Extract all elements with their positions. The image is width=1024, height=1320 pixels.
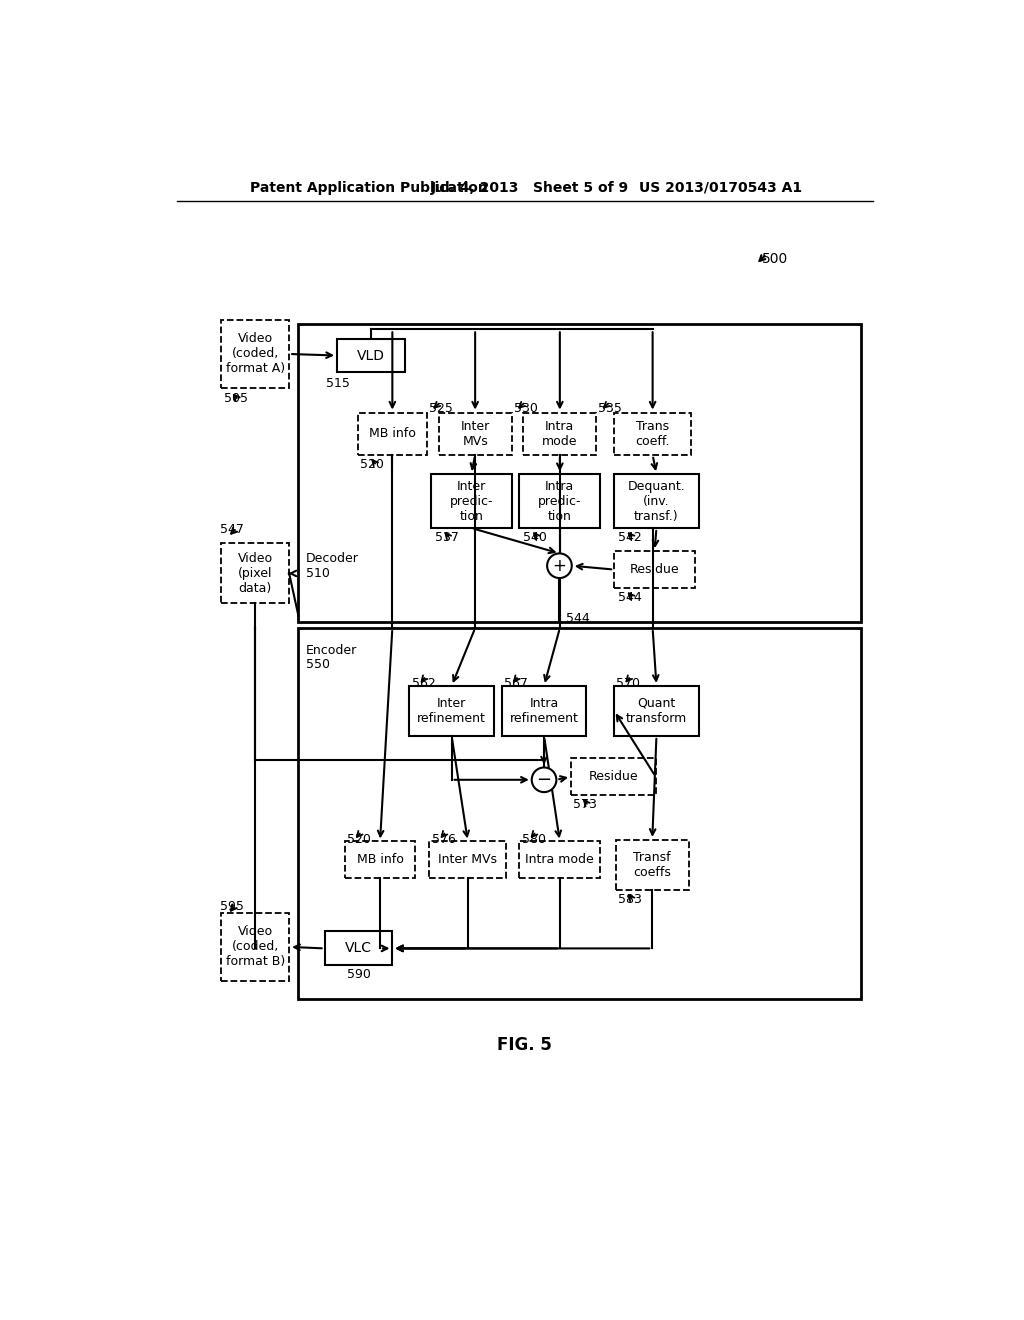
Text: Residue: Residue [589,770,638,783]
Text: Inter
refinement: Inter refinement [417,697,486,725]
Text: Intra
refinement: Intra refinement [510,697,579,725]
Bar [429,841,506,878]
Text: 590: 590 [346,968,371,981]
Text: FIG. 5: FIG. 5 [498,1036,552,1055]
Text: Jul. 4, 2013   Sheet 5 of 9: Jul. 4, 2013 Sheet 5 of 9 [431,181,629,194]
Text: 520: 520 [347,833,371,846]
Text: 544: 544 [565,611,590,624]
Text: Patent Application Publication: Patent Application Publication [250,181,487,194]
Text: 500: 500 [762,252,788,265]
Text: Inter
predic-
tion: Inter predic- tion [450,479,493,523]
Text: 576: 576 [432,833,456,846]
Text: Intra
mode: Intra mode [542,420,578,447]
Text: 567: 567 [504,677,528,690]
Text: 540: 540 [523,531,547,544]
Text: Video
(coded,
format B): Video (coded, format B) [225,925,285,969]
Text: 537: 537 [435,531,459,544]
Bar [431,474,512,528]
Text: Residue: Residue [630,564,679,576]
Bar [345,841,416,878]
Bar [523,413,596,455]
Text: 505: 505 [223,392,248,405]
Bar [221,321,289,388]
Text: US 2013/0170543 A1: US 2013/0170543 A1 [639,181,802,194]
Text: 525: 525 [429,403,453,416]
Bar [410,686,494,737]
Text: Decoder
510: Decoder 510 [306,552,359,579]
Bar [614,552,695,589]
Text: 542: 542 [617,531,642,544]
Text: Intra
predic-
tion: Intra predic- tion [538,479,582,523]
Text: 530: 530 [514,403,538,416]
Text: −: − [537,771,552,789]
Text: Encoder
550: Encoder 550 [306,644,357,672]
Text: Dequant.
(inv.
transf.): Dequant. (inv. transf.) [628,479,685,523]
Bar [502,686,587,737]
Bar [614,474,698,528]
Text: Video
(pixel
data): Video (pixel data) [238,552,272,595]
Text: 583: 583 [617,892,642,906]
Text: VLC: VLC [345,941,372,956]
Bar [438,413,512,455]
Text: 515: 515 [326,376,350,389]
Bar [357,413,427,455]
Text: 547: 547 [220,523,244,536]
Text: 535: 535 [598,403,623,416]
Text: VLD: VLD [356,348,385,363]
Text: 562: 562 [412,677,435,690]
Bar [337,339,404,372]
Bar [298,323,860,622]
Text: Transf
coeffs: Transf coeffs [633,851,671,879]
Text: Intra mode: Intra mode [525,853,594,866]
Text: Trans
coeff.: Trans coeff. [635,420,670,447]
Text: 544: 544 [617,591,642,603]
Text: +: + [553,557,566,574]
Bar [519,474,600,528]
Text: 573: 573 [573,797,597,810]
Bar [325,932,392,965]
Bar [615,840,689,890]
Bar [298,628,860,999]
Text: Quant
transform: Quant transform [626,697,687,725]
Bar [519,841,600,878]
Bar [614,686,698,737]
Text: 580: 580 [521,833,546,846]
Text: MB info: MB info [369,428,416,440]
Text: 520: 520 [360,458,384,471]
Text: 570: 570 [616,677,640,690]
Text: Inter
MVs: Inter MVs [461,420,489,447]
Text: MB info: MB info [356,853,403,866]
Text: Video
(coded,
format A): Video (coded, format A) [225,333,285,375]
Bar [614,413,691,455]
Circle shape [547,553,571,578]
Circle shape [531,767,556,792]
Bar [221,544,289,603]
Bar [571,758,655,795]
Text: 595: 595 [220,900,244,913]
Bar [221,913,289,981]
Text: Inter MVs: Inter MVs [438,853,498,866]
